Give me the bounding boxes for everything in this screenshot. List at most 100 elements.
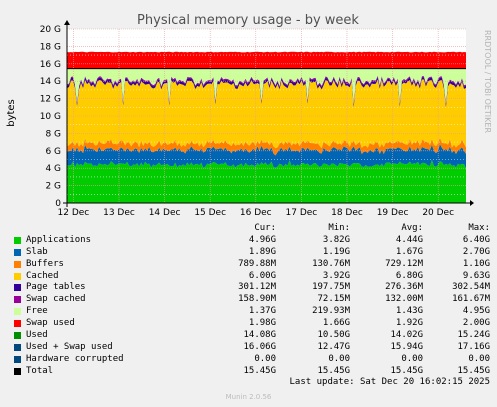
chart-title: Physical memory usage - by week — [137, 13, 359, 28]
legend-name: Hardware corrupted — [26, 353, 124, 364]
legend-max: 6.40G — [462, 234, 490, 245]
legend-max: 302.54M — [452, 282, 490, 293]
x-tick-label: 17 Dec — [286, 208, 318, 218]
legend-swatch — [14, 296, 21, 304]
x-axis-arrow — [470, 200, 474, 206]
legend-row: Page tables 301.12M 197.75M 276.36M 302.54M — [10, 282, 490, 294]
legend-avg: 1.43G — [395, 306, 423, 317]
legend-row: Free 1.37G 219.93M 1.43G 4.95G — [10, 306, 490, 318]
legend-swatch — [14, 332, 21, 340]
legend-min: 72.15M — [317, 294, 350, 305]
last-update: Last update: Sat Dec 20 16:02:15 2025 — [289, 377, 490, 387]
legend-cur: 14.08G — [243, 330, 276, 341]
legend-avg: 15.45G — [390, 365, 423, 376]
legend-swatch — [14, 248, 21, 256]
legend-max: 9.63G — [462, 270, 490, 281]
x-tick-label: 16 Dec — [240, 208, 272, 218]
area-page-tables — [67, 76, 466, 108]
y-tick-label: 12 G — [40, 95, 61, 105]
legend-min: 15.45G — [317, 365, 350, 376]
legend-swatch — [14, 308, 21, 316]
legend-min: 130.76M — [312, 258, 350, 269]
y-tick-label: 6 G — [45, 147, 61, 157]
x-tick-label: 12 Dec — [58, 208, 90, 218]
legend-avg: 15.94G — [390, 341, 423, 352]
legend-avg: 729.12M — [385, 258, 423, 269]
x-tick-label: 14 Dec — [149, 208, 181, 218]
y-tick-label: 0 — [55, 199, 61, 209]
legend-swatch — [14, 320, 21, 328]
legend-name: Total — [26, 365, 54, 376]
legend-swatch — [14, 367, 21, 375]
y-axis-label: bytes — [6, 99, 17, 127]
y-tick-label: 10 G — [40, 112, 61, 122]
y-tick-label: 16 G — [40, 60, 61, 70]
legend-row: Hardware corrupted 0.00 0.00 0.00 0.00 — [10, 354, 490, 366]
y-tick-label: 20 G — [40, 25, 61, 35]
x-tick-label: 19 Dec — [377, 208, 409, 218]
header-cur: Cur: — [254, 223, 276, 233]
legend-avg: 1.67G — [395, 246, 423, 257]
legend-min: 0.00 — [328, 353, 350, 364]
y-tick-label: 14 G — [40, 77, 61, 87]
legend-avg: 4.44G — [395, 234, 423, 245]
legend-cur: 1.89G — [248, 246, 276, 257]
area-slab — [67, 144, 466, 169]
legend-max: 15.45G — [457, 365, 490, 376]
x-tick-label: 13 Dec — [103, 208, 135, 218]
legend-min: 12.47G — [317, 341, 350, 352]
y-axis-arrow — [64, 20, 70, 25]
legend-max: 15.24G — [457, 330, 490, 341]
legend-name: Cached — [26, 270, 59, 281]
legend-avg: 276.36M — [385, 282, 423, 293]
grid-lines — [67, 28, 466, 203]
legend-row: Cached 6.00G 3.92G 6.80G 9.63G — [10, 271, 490, 283]
area-buffers — [67, 138, 466, 156]
x-tick-labels: 12 Dec 13 Dec 14 Dec 15 Dec 16 Dec 17 Dec 18 D… — [58, 208, 455, 218]
legend-cur: 301.12M — [238, 282, 276, 293]
legend-cur: 15.45G — [243, 365, 276, 376]
legend-row: Buffers 789.88M 130.76M 729.12M 1.10G — [10, 259, 490, 271]
legend-name: Used + Swap used — [26, 341, 113, 352]
legend-cur: 158.90M — [238, 294, 276, 305]
legend-avg: 6.80G — [395, 270, 423, 281]
legend-name: Swap used — [26, 318, 75, 329]
munin-version: Munin 2.0.56 — [225, 393, 272, 401]
legend-min: 197.75M — [312, 282, 350, 293]
memory-chart: Physical memory usage - by week bytes RR… — [6, 13, 492, 218]
legend-name: Buffers — [26, 258, 64, 269]
area-swap-used — [67, 51, 466, 69]
legend-swatch — [14, 343, 21, 351]
legend-row: Used 14.08G 10.50G 14.02G 15.24G — [10, 330, 490, 342]
legend-cur: 16.06G — [243, 341, 276, 352]
legend-swatch — [14, 236, 21, 244]
legend-name: Free — [26, 306, 48, 317]
area-free — [67, 68, 466, 104]
area-cached — [67, 79, 466, 149]
legend-max: 2.70G — [462, 246, 490, 257]
y-tick-label: 8 G — [45, 129, 61, 139]
legend-cur: 0.00 — [254, 353, 276, 364]
legend-swatch — [14, 260, 21, 268]
legend-rows: Applications 4.96G 3.82G 4.44G 6.40G Slab 1.89… — [10, 235, 490, 378]
legend-avg: 0.00 — [401, 353, 423, 364]
legend-swatch — [14, 355, 21, 363]
legend-cur: 4.96G — [248, 234, 276, 245]
legend-max: 1.10G — [462, 258, 490, 269]
y-tick-label: 18 G — [40, 42, 61, 52]
legend-min: 1.19G — [322, 246, 350, 257]
legend-max: 161.67M — [452, 294, 490, 305]
header-min: Min: — [328, 223, 350, 233]
legend-avg: 132.00M — [385, 294, 423, 305]
header-max: Max: — [468, 223, 490, 233]
legend-max: 2.00G — [462, 318, 490, 329]
area-applications — [67, 159, 466, 203]
x-tick-label: 15 Dec — [194, 208, 226, 218]
legend-swatch — [14, 284, 21, 292]
legend-max: 0.00 — [468, 353, 490, 364]
area-layers — [67, 51, 466, 203]
legend-name: Swap cached — [26, 294, 86, 305]
x-tick-label: 18 Dec — [331, 208, 363, 218]
x-tick-label: 20 Dec — [422, 208, 454, 218]
legend-cur: 789.88M — [238, 258, 276, 269]
